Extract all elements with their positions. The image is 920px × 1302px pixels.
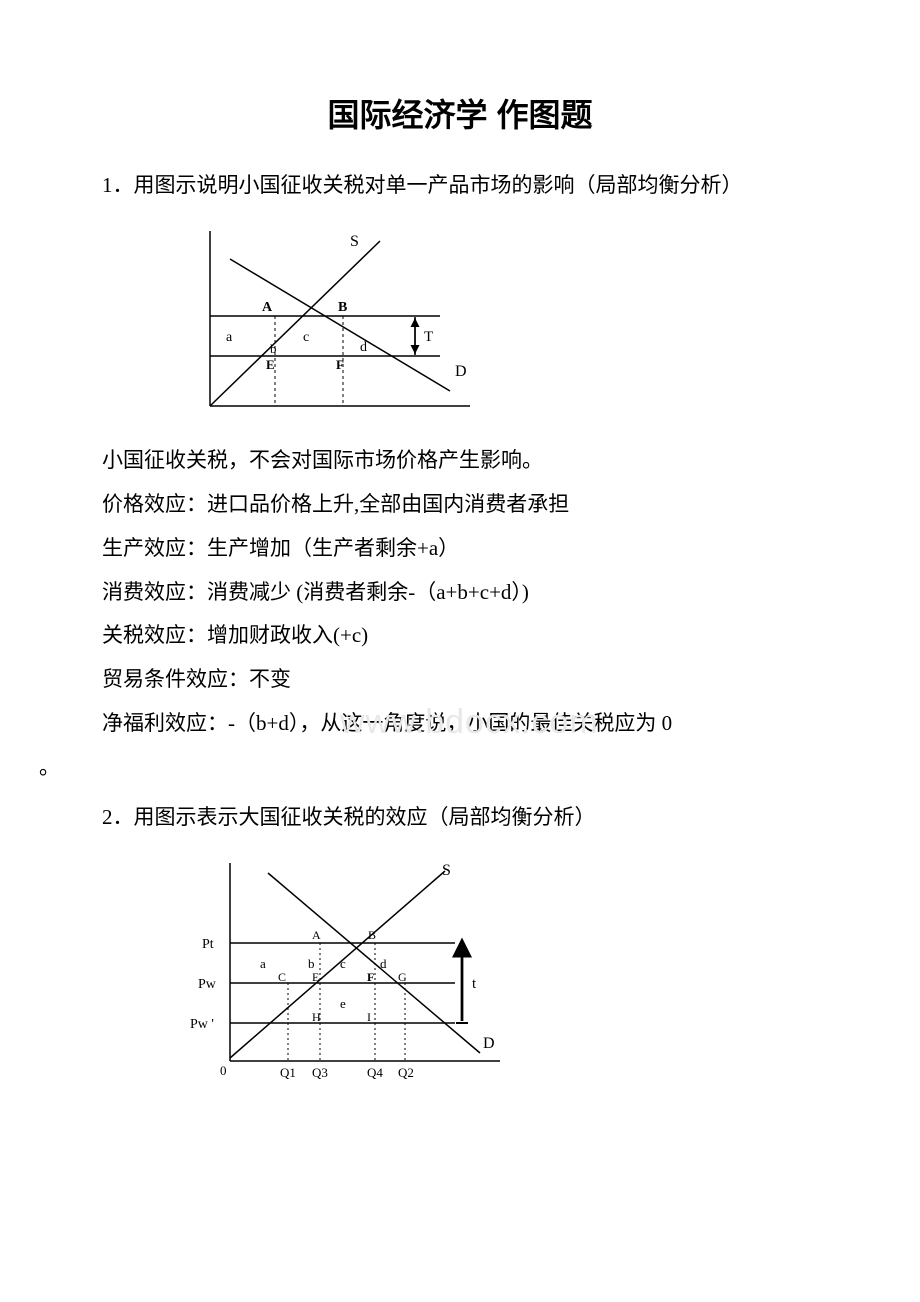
label-S: S xyxy=(350,233,359,250)
label-O: 0 xyxy=(220,1063,227,1078)
page-title: 国际经济学 作图题 xyxy=(60,90,860,136)
label-b2: b xyxy=(308,956,315,971)
label-A2: A xyxy=(312,928,321,942)
label-c: c xyxy=(303,330,309,345)
q1-line7: 净福利效应：-（b+d），从这一角度说，小国的最佳关税应为 0 xyxy=(60,704,860,744)
label-Pwp: Pw ' xyxy=(190,1017,214,1032)
label-b: b xyxy=(270,341,277,356)
q1-line4: 消费效应：消费减少 (消费者剩余-（a+b+c+d）) xyxy=(60,573,860,613)
label-c2: c xyxy=(340,956,346,971)
label-Pt: Pt xyxy=(202,937,214,952)
label-C2: C xyxy=(278,970,286,984)
q1-prompt: 1．用图示说明小国征收关税对单一产品市场的影响（局部均衡分析） xyxy=(60,166,860,206)
q1-line1: 小国征收关税，不会对国际市场价格产生影响。 xyxy=(60,441,860,481)
label-B: B xyxy=(338,300,347,315)
label-a: a xyxy=(226,330,233,345)
label-Q2: Q2 xyxy=(398,1065,414,1080)
q1-line5: 关税效应：增加财政收入(+c) xyxy=(60,616,860,656)
label-A: A xyxy=(262,300,273,315)
label-S2: S xyxy=(442,862,451,879)
q1-line2: 价格效应：进口品价格上升,全部由国内消费者承担 xyxy=(60,485,860,525)
label-t2: t xyxy=(472,976,477,992)
label-D: D xyxy=(455,363,467,380)
label-T: T xyxy=(424,329,433,345)
label-D2: D xyxy=(483,1035,495,1052)
label-Pw: Pw xyxy=(198,977,217,992)
label-E: E xyxy=(266,357,275,372)
label-d2: d xyxy=(380,956,387,971)
label-a2: a xyxy=(260,956,266,971)
label-G2: G xyxy=(398,970,407,984)
label-Q1: Q1 xyxy=(280,1065,296,1080)
q1-line6: 贸易条件效应：不变 xyxy=(60,660,860,700)
label-d: d xyxy=(360,340,367,355)
q2-prompt: 2．用图示表示大国征收关税的效应（局部均衡分析） xyxy=(60,798,860,838)
label-H2: H xyxy=(312,1010,321,1024)
label-e2: e xyxy=(340,996,346,1011)
chart-1-small-country-tariff: S D A B E F a b c d T xyxy=(180,221,860,426)
q1-line3: 生产效应：生产增加（生产者剩余+a） xyxy=(60,529,860,569)
label-F2: F xyxy=(367,970,374,984)
label-Q4: Q4 xyxy=(367,1065,383,1080)
q1-line7b: 。 xyxy=(39,748,860,788)
label-B2: B xyxy=(368,928,376,942)
label-I2: I xyxy=(367,1010,371,1024)
label-E2: E xyxy=(312,970,319,984)
chart-2-large-country-tariff: 0 S D Pt Pw Pw ' Q1 Q3 Q4 Q2 xyxy=(180,853,860,1093)
label-F: F xyxy=(336,357,344,372)
label-Q3: Q3 xyxy=(312,1065,328,1080)
